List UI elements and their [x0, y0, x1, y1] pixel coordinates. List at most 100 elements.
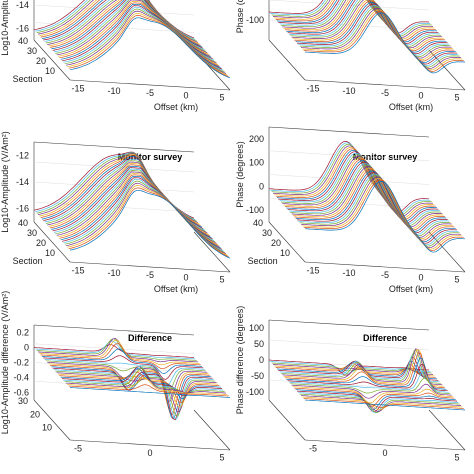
trace-line	[288, 163, 450, 235]
trace-line	[292, 167, 454, 240]
trace-line	[37, 337, 199, 363]
panel-title: Monitor survey	[353, 152, 418, 162]
trace-line	[69, 189, 231, 259]
trace-line	[52, 367, 213, 421]
z-tick-label: -100	[246, 205, 264, 215]
x-tick-label: 5	[219, 275, 224, 285]
z-tick-label: -100	[246, 15, 264, 25]
z-tick-label: -14	[16, 177, 29, 187]
x-tick-label: 5	[219, 453, 224, 463]
trace-line	[276, 149, 438, 222]
trace-line	[67, 185, 228, 256]
trace-line	[272, 0, 434, 38]
z-axis-label: Log10-Amplitude difference (V/Am²)	[0, 291, 10, 434]
x-tick-label: 0	[418, 272, 423, 282]
trace-line	[287, 363, 448, 392]
z-tick-label: 0	[259, 181, 264, 191]
trace-line	[290, 377, 451, 395]
trace-line	[291, 0, 452, 59]
trace-line	[33, 344, 195, 358]
trace-line	[276, 0, 438, 43]
trace-line	[35, 152, 196, 221]
trace-line	[59, 371, 220, 403]
z-axis-label: Phase difference (degrees)	[235, 306, 245, 414]
axis-line	[69, 439, 231, 451]
trace-line	[283, 157, 444, 229]
x-tick-label: 0	[382, 448, 387, 458]
grid-line	[33, 4, 195, 16]
x-tick-label: 0	[418, 90, 423, 100]
y-tick-label: 20	[30, 409, 40, 419]
trace-line	[61, 366, 223, 397]
trace-line	[296, 390, 458, 413]
x-tick-label: -10	[342, 268, 355, 278]
axis-line	[268, 126, 430, 138]
y-tick-label: 10	[280, 248, 290, 258]
trace-line	[48, 363, 209, 410]
trace-line	[304, 181, 466, 253]
chart-panel-4: Monitor survey -15 -10 -5 0 5 Offset (km) 10203…	[235, 126, 466, 294]
trace-line	[286, 160, 447, 232]
trace-line	[272, 145, 434, 217]
trace-line	[69, 387, 231, 398]
x-tick-label: 0	[147, 448, 152, 458]
x-tick-label: -5	[146, 270, 154, 280]
trace-line	[60, 368, 221, 400]
trace-line	[68, 187, 229, 258]
z-tick-label: -16	[16, 23, 29, 33]
trace-line	[294, 0, 455, 62]
trace-line	[53, 0, 215, 61]
axis-line	[33, 324, 195, 336]
trace-line	[271, 0, 432, 37]
trace-line	[268, 0, 430, 34]
x-axis-label: Offset (km)	[389, 102, 433, 112]
trace-line	[282, 348, 443, 386]
trace-line	[302, 9, 463, 71]
trace-line	[271, 143, 432, 216]
trace-line	[44, 359, 205, 387]
z-tick-label: 0	[259, 355, 264, 365]
z-tick-label: -12	[16, 150, 29, 160]
y-tick-label: 30	[27, 228, 37, 238]
z-axis-label: Log10-Amplitude (V/Am²)	[0, 131, 10, 233]
trace-line	[295, 170, 456, 243]
trace-line	[41, 348, 203, 374]
trace-line	[280, 349, 442, 384]
axis-line	[304, 79, 466, 91]
y-tick-label: 10	[42, 423, 52, 433]
y-tick-label: 10	[45, 248, 55, 258]
x-tick-label: -5	[309, 444, 317, 454]
axis-line	[33, 141, 195, 153]
trace-line	[294, 169, 455, 241]
trace-line	[65, 371, 227, 394]
grid-line	[33, 181, 195, 193]
trace-line	[302, 396, 463, 411]
x-axis-label: Offset (km)	[154, 102, 198, 112]
trace-line	[56, 0, 217, 64]
z-tick-label: -100	[246, 387, 264, 397]
grid-line	[268, 0, 430, 11]
trace-line	[279, 0, 440, 46]
panel-title: Difference	[128, 333, 172, 343]
axis-line	[304, 261, 466, 273]
trace-line	[270, 0, 431, 35]
x-tick-label: -5	[146, 88, 154, 98]
y-tick-label: 40	[253, 218, 263, 228]
trace-line	[57, 373, 219, 408]
trace-line	[274, 0, 435, 40]
trace-line	[299, 6, 460, 68]
trace-line	[304, 399, 466, 411]
trace-line	[298, 173, 459, 246]
trace-line	[298, 392, 459, 414]
z-axis-label: Phase (degrees)	[235, 0, 245, 33]
y-tick-label: 20	[271, 238, 281, 248]
z-tick-label: -0.6	[13, 388, 29, 398]
grid-line	[33, 201, 195, 213]
trace-line	[278, 0, 439, 44]
trace-line	[280, 0, 442, 47]
trace-line	[295, 2, 456, 63]
